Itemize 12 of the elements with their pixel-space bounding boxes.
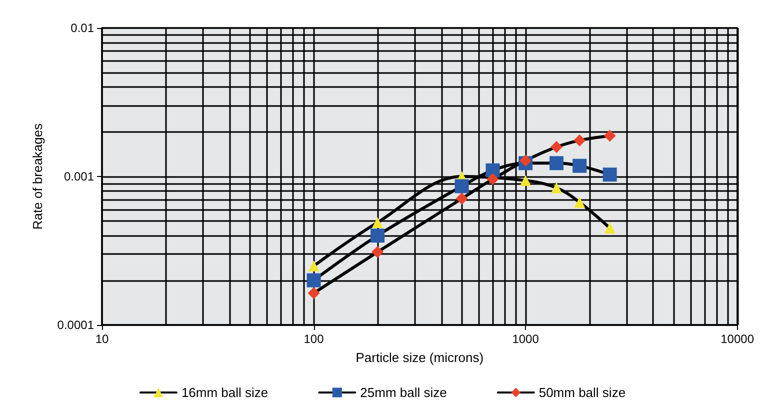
x-tick-label: 1000	[512, 332, 540, 346]
x-tick-label: 100	[304, 332, 324, 346]
y-tick-label: 0.01	[70, 21, 94, 35]
x-axis-title: Particle size (microns)	[356, 350, 484, 365]
y-axis-title: Rate of breakages	[30, 122, 45, 230]
legend-label: 25mm ball size	[360, 385, 447, 400]
legend-label: 50mm ball size	[538, 385, 626, 400]
y-tick-label: 0.0001	[57, 318, 94, 332]
x-tick-label: 10	[95, 332, 109, 346]
legend-label: 16mm ball size	[181, 385, 268, 400]
y-tick-label: 0.001	[64, 170, 94, 184]
x-tick-label: 10000	[720, 332, 754, 346]
